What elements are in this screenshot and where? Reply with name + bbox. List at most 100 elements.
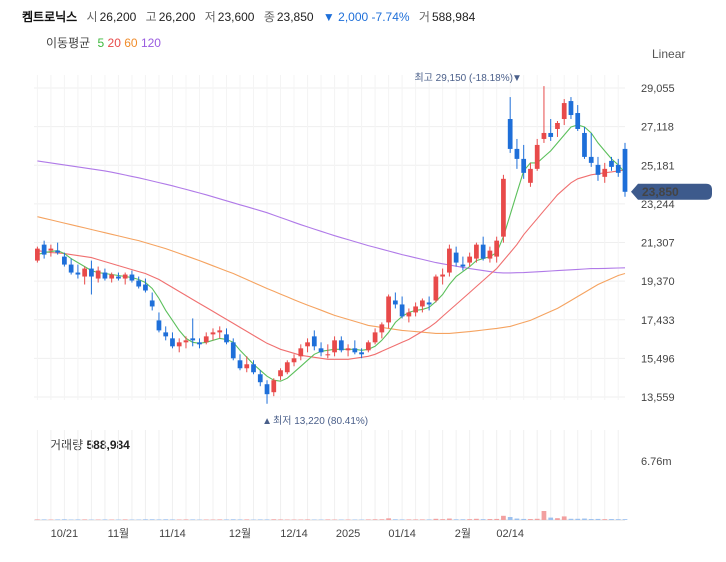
price-tick-label: 25,181 [641, 160, 675, 172]
price-tick-label: 13,559 [641, 392, 675, 404]
volume-bar [615, 519, 621, 520]
candle-body [230, 342, 236, 359]
candle-body [224, 334, 229, 343]
volume-bar [487, 519, 493, 520]
candle-body [521, 158, 527, 173]
candle-body [501, 178, 506, 237]
volume-bar [122, 519, 128, 520]
ma-legend-20[interactable]: 20 [107, 36, 121, 50]
ma60-line [37, 216, 626, 334]
volume-bar [622, 519, 628, 520]
candle-body [615, 164, 621, 173]
candle-body [386, 296, 391, 323]
candle-body [203, 336, 209, 343]
volume-bar [426, 519, 432, 520]
candle-body [89, 268, 94, 277]
candlesticks [35, 86, 628, 404]
scale-toggle[interactable]: Linear [652, 47, 686, 61]
volume-bar [440, 519, 445, 520]
price-tick-label: 27,118 [641, 122, 674, 134]
ma-legend-60[interactable]: 60 [124, 36, 138, 50]
candle-body [534, 144, 540, 169]
price-tick-label: 15,496 [641, 353, 675, 365]
candle-body [102, 272, 108, 279]
candle-body [453, 252, 459, 263]
candle-body [548, 132, 554, 137]
candle-body [278, 370, 283, 377]
volume-bar [379, 519, 385, 520]
candle-body [237, 360, 243, 369]
volume-bar [555, 518, 560, 520]
volume-bar [224, 519, 229, 520]
candle-body [163, 332, 169, 337]
volume-bar [163, 519, 169, 520]
volume-bar [433, 518, 439, 520]
change-arrow-icon: ▼ [322, 10, 335, 24]
candle-body [35, 248, 40, 261]
volume-bar [237, 519, 243, 520]
candle-body [68, 264, 74, 273]
volume-bar [41, 519, 47, 520]
last-price-label: 23,850 [642, 185, 679, 199]
time-tick-label: 12월 [229, 527, 251, 540]
candle-body [399, 304, 405, 317]
candle-body [359, 352, 364, 355]
open-value: 26,200 [99, 10, 137, 24]
volume-bar [453, 519, 459, 520]
candle-body [568, 101, 574, 116]
volume-panel-label: 거래량 [50, 438, 84, 452]
candle-body [474, 244, 479, 259]
moving-average-legend: 이동평균 5 20 60 120 [46, 34, 161, 51]
volume-bar [561, 516, 567, 520]
volume-bar [156, 519, 162, 520]
volume-bar [278, 519, 283, 520]
volume-bar [386, 518, 391, 520]
candle-body [318, 348, 324, 353]
candle-body [271, 380, 277, 393]
candle-body [595, 164, 601, 175]
volume-bar [521, 518, 527, 520]
volume-bar [609, 519, 614, 520]
moving-average-lines [37, 124, 626, 382]
volume-bar [399, 519, 405, 520]
candle-body [244, 364, 250, 369]
low-annotation: 최저 13,220 (80.41%) [273, 415, 368, 427]
candle-body [413, 306, 418, 313]
volume-grid [34, 430, 625, 521]
candle-body [487, 250, 493, 259]
candle-body [379, 324, 385, 333]
volume-panel-value: 588,984 [86, 438, 130, 452]
volume-bar [534, 518, 540, 520]
candle-body [406, 312, 412, 317]
candle-body [467, 256, 473, 263]
volume-bar [102, 519, 108, 520]
volume-bar [62, 519, 67, 520]
time-tick-label: 11월 [108, 527, 130, 540]
ma-legend-120[interactable]: 120 [140, 36, 161, 50]
ma5-line [37, 124, 626, 382]
time-tick-label: 11/14 [159, 528, 186, 540]
candle-body [156, 320, 162, 331]
stock-header: 켐트로닉스 시 26,200 고 26,200 저 23,600 종 23,850 ▼ … [22, 8, 481, 25]
volume-bar [55, 519, 61, 520]
ma-legend-5[interactable]: 5 [97, 36, 105, 50]
candle-body [426, 302, 432, 305]
volume-bar [494, 518, 500, 520]
volume-axis-tick: 6.76m [641, 456, 672, 468]
candle-body [109, 274, 115, 279]
close-value: 23,850 [276, 10, 314, 24]
candle-body [116, 276, 121, 279]
candle-body [345, 348, 351, 351]
candle-body [298, 348, 304, 357]
time-tick-label: 2월 [455, 527, 471, 540]
candle-body [561, 103, 567, 120]
price-tick-label: 17,433 [641, 315, 675, 327]
candle-body [190, 338, 196, 341]
price-tick-label: 29,055 [641, 83, 675, 95]
volume-bar [244, 519, 250, 520]
volume-bar [514, 518, 520, 520]
candle-body [602, 168, 608, 177]
volume-bar [467, 519, 473, 520]
candle-body [176, 342, 182, 347]
